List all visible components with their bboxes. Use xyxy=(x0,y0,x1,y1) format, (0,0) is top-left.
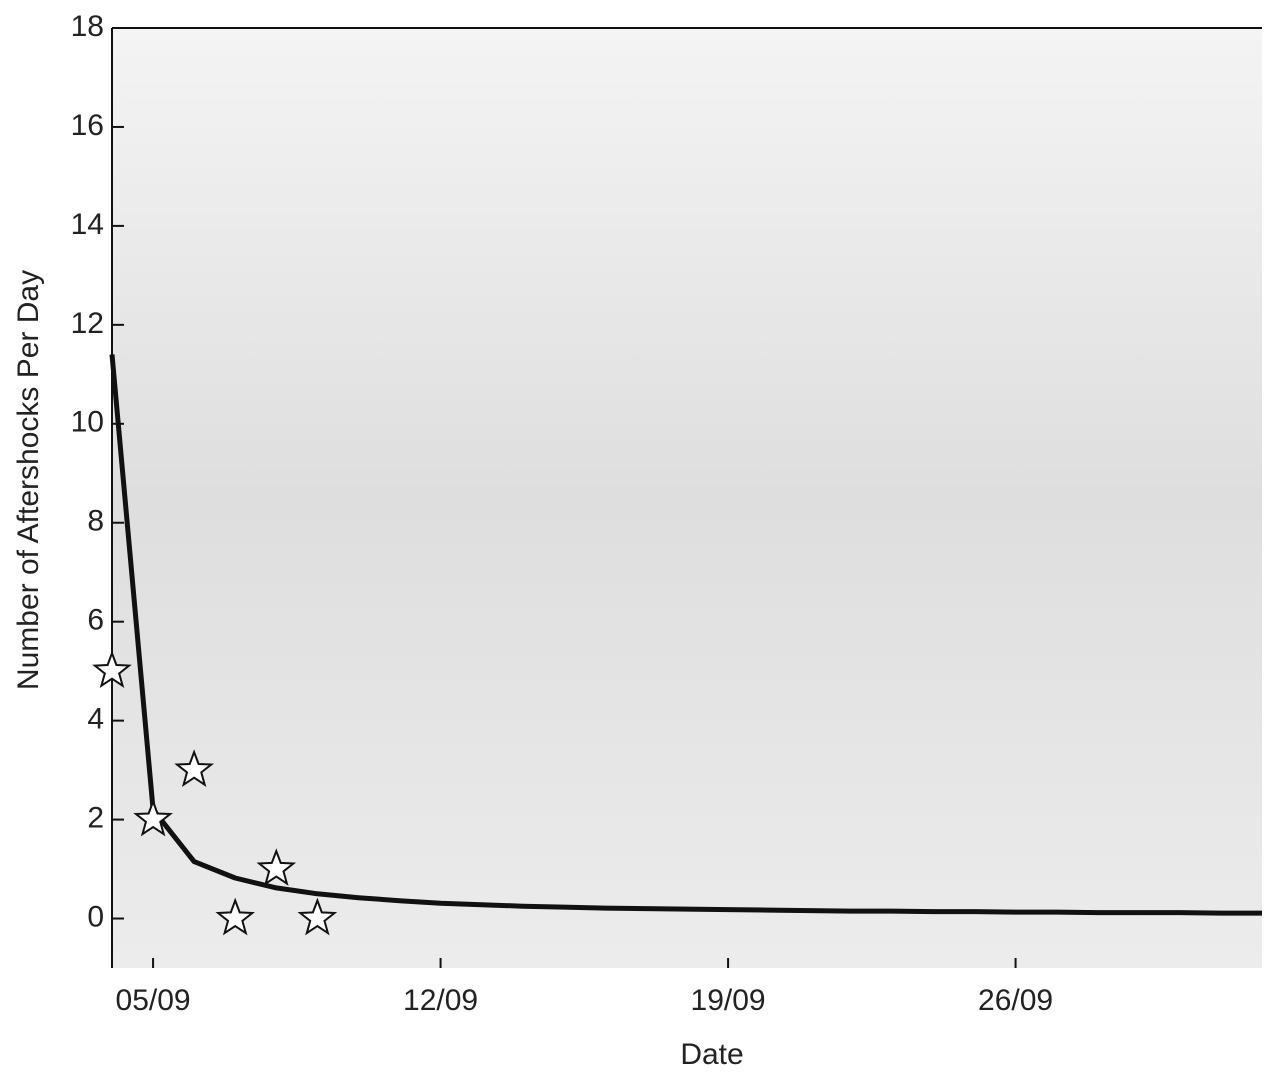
y-tick-label: 6 xyxy=(87,604,104,637)
star-marker xyxy=(92,650,132,689)
model-line xyxy=(109,354,1262,916)
y-tick-label: 16 xyxy=(71,109,104,142)
star-marker xyxy=(174,749,215,788)
y-tick-label: 4 xyxy=(87,703,104,736)
y-tick-label: 8 xyxy=(87,505,104,538)
star-marker xyxy=(297,897,338,936)
y-axis-label: Number of Aftershocks Per Day xyxy=(12,270,45,690)
star-marker xyxy=(256,848,297,886)
y-tick-label: 12 xyxy=(71,307,104,340)
y-tick-label: 14 xyxy=(71,208,104,241)
x-tick-label: 12/09 xyxy=(403,984,478,1017)
y-tick-label: 18 xyxy=(71,10,104,43)
y-tick-label: 0 xyxy=(87,900,104,933)
x-axis-label: Date xyxy=(680,1038,743,1071)
x-tick-label: 26/09 xyxy=(978,984,1053,1017)
star-marker xyxy=(215,897,255,936)
x-tick-label: 05/09 xyxy=(116,984,191,1017)
x-tick-label: 19/09 xyxy=(691,984,766,1017)
y-tick-label: 2 xyxy=(87,802,104,835)
y-tick-label: 10 xyxy=(71,406,104,439)
star-marker xyxy=(133,798,173,837)
plot-background xyxy=(112,28,1262,968)
